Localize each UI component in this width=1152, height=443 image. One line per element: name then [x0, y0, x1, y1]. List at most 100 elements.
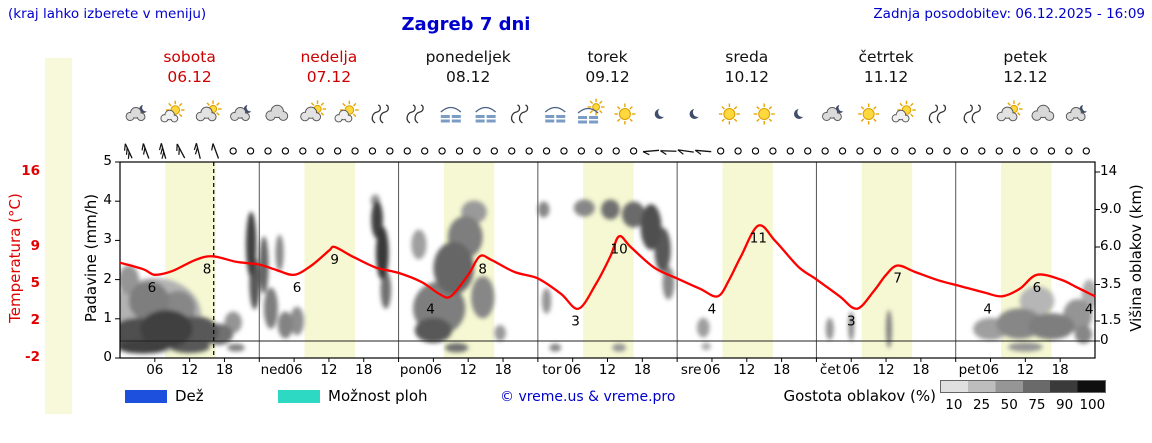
cloud-blob: [825, 317, 834, 341]
calm-circle-icon: [473, 147, 481, 155]
cloud-moon-icon: [822, 103, 847, 122]
cloud-blob: [433, 241, 475, 295]
calm-circle-icon: [1082, 147, 1090, 155]
x-axis-hour-label: 12: [459, 362, 477, 378]
day-name-petek: petek: [1003, 48, 1048, 66]
calm-circle-icon: [490, 147, 498, 155]
wind-barb-icon: [642, 149, 660, 156]
daylight-band: [722, 162, 773, 358]
x-axis-hour-label: 06: [981, 362, 1000, 378]
cloud-moon-icon: [230, 103, 255, 122]
cloud-density-colorbar: [940, 380, 1106, 393]
cloud-blob: [640, 204, 662, 250]
calm-circle-icon: [455, 147, 464, 155]
precipitation-tick: 0: [103, 349, 112, 365]
sun-cloud-icon: [334, 100, 359, 123]
cloud-icon: [1031, 104, 1055, 121]
temperature-point-label: 9: [330, 252, 339, 268]
calm-circle-icon: [960, 147, 969, 155]
fog-icon: [440, 106, 462, 123]
calm-circle-icon: [1030, 147, 1038, 155]
cloud-blob: [1028, 313, 1075, 340]
cloud-blob: [549, 343, 562, 352]
grid-lines: [115, 161, 1100, 362]
x-axis-day-label: pet: [958, 362, 981, 378]
cloud-blob: [696, 317, 710, 338]
cloud-height-axis-label: Višina oblakov (km): [1127, 184, 1145, 332]
calm-circle-icon: [978, 147, 986, 155]
calm-circle-icon: [595, 147, 603, 155]
cloud-height-tick: 9.0: [1100, 200, 1122, 217]
cloud-blob: [290, 306, 304, 336]
calm-circle-icon: [264, 147, 272, 155]
cloud-blob: [886, 309, 892, 349]
calm-circle-icon: [438, 147, 446, 155]
day-date-torek: 09.12: [585, 68, 630, 86]
wind-barb-icon: [158, 143, 167, 159]
x-axis-hour-label: 06: [424, 362, 442, 378]
calm-circle-icon: [316, 147, 324, 155]
cloud-blob: [1007, 342, 1043, 352]
weather-icons-row: [125, 98, 1090, 125]
calm-circle-icon: [299, 147, 307, 155]
wind-barb-icon: [660, 150, 677, 156]
calm-circle-icon: [612, 147, 620, 155]
wind-icon: [406, 104, 424, 124]
cloud-moon-icon: [125, 103, 150, 122]
calm-circle-icon: [403, 147, 411, 155]
x-axis-hour-label: 12: [181, 362, 199, 378]
calm-circle-icon: [629, 147, 638, 155]
sun-icon: [614, 103, 636, 125]
temperature-point-label: 7: [893, 271, 902, 287]
cloud-blob: [120, 340, 170, 354]
calm-circle-icon: [525, 147, 533, 155]
cloud-blob: [848, 311, 855, 342]
wind-icon: [371, 104, 389, 124]
wind-barb-icon: [193, 143, 201, 159]
temperature-axis-label: Temperatura (°C): [6, 193, 24, 323]
showers-legend-swatch: [278, 390, 320, 403]
temperature-point-label: 11: [750, 231, 767, 247]
fog-icon: [544, 106, 566, 123]
sun-cloud-icon: [160, 100, 185, 123]
last-updated: Zadnja posodobitev: 06.12.2025 - 16:09: [873, 6, 1145, 22]
calm-circle-icon: [943, 147, 951, 155]
temperature-point-label: 4: [426, 301, 435, 317]
wind-barb-icon: [176, 143, 186, 159]
temperature-curve: [119, 224, 1096, 310]
calm-circle-icon: [368, 147, 377, 155]
temperature-point-label: 6: [1033, 280, 1042, 296]
temperature-point-label: 8: [203, 261, 212, 277]
temperature-point-label: 4: [983, 301, 992, 317]
calm-circle-icon: [769, 147, 777, 155]
x-axis-hour-label: 12: [320, 362, 338, 378]
temperature-tick: 2: [30, 312, 40, 328]
density-tick: 10: [945, 397, 963, 413]
x-axis-hour-label: 18: [1051, 362, 1069, 378]
day-name-sobota: sobota: [163, 48, 216, 66]
calm-circle-icon: [281, 147, 290, 155]
day-name-cetrtek: četrtek: [858, 48, 914, 66]
temperature-tick: -2: [25, 349, 40, 365]
x-axis-day-label: sre: [680, 362, 702, 378]
wind-icon: [510, 104, 529, 124]
cloud-blob: [622, 201, 646, 228]
calm-circle-icon: [908, 147, 916, 155]
cloud-height-tick: 14: [1100, 163, 1118, 179]
x-axis-hour-label: 18: [494, 362, 512, 378]
temperature-tick: 16: [21, 163, 40, 179]
calm-circle-icon: [386, 147, 394, 155]
calm-circle-icon: [717, 147, 725, 155]
x-axis-hour-label: 18: [215, 362, 234, 378]
wind-icon: [963, 104, 981, 124]
temperature-point-label: 4: [708, 301, 717, 317]
calm-circle-icon: [333, 147, 342, 155]
page-title: Zagreb 7 dni: [401, 14, 531, 35]
credit-link[interactable]: © vreme.us & vreme.pro: [500, 389, 676, 405]
x-axis-hour-label: 06: [842, 362, 860, 378]
calm-circle-icon: [1013, 147, 1021, 155]
cloud-blob: [445, 343, 469, 353]
calm-circle-icon: [891, 147, 899, 155]
calm-circle-icon: [804, 147, 812, 155]
cloud-density-label: Gostota oblakov (%): [783, 387, 936, 405]
